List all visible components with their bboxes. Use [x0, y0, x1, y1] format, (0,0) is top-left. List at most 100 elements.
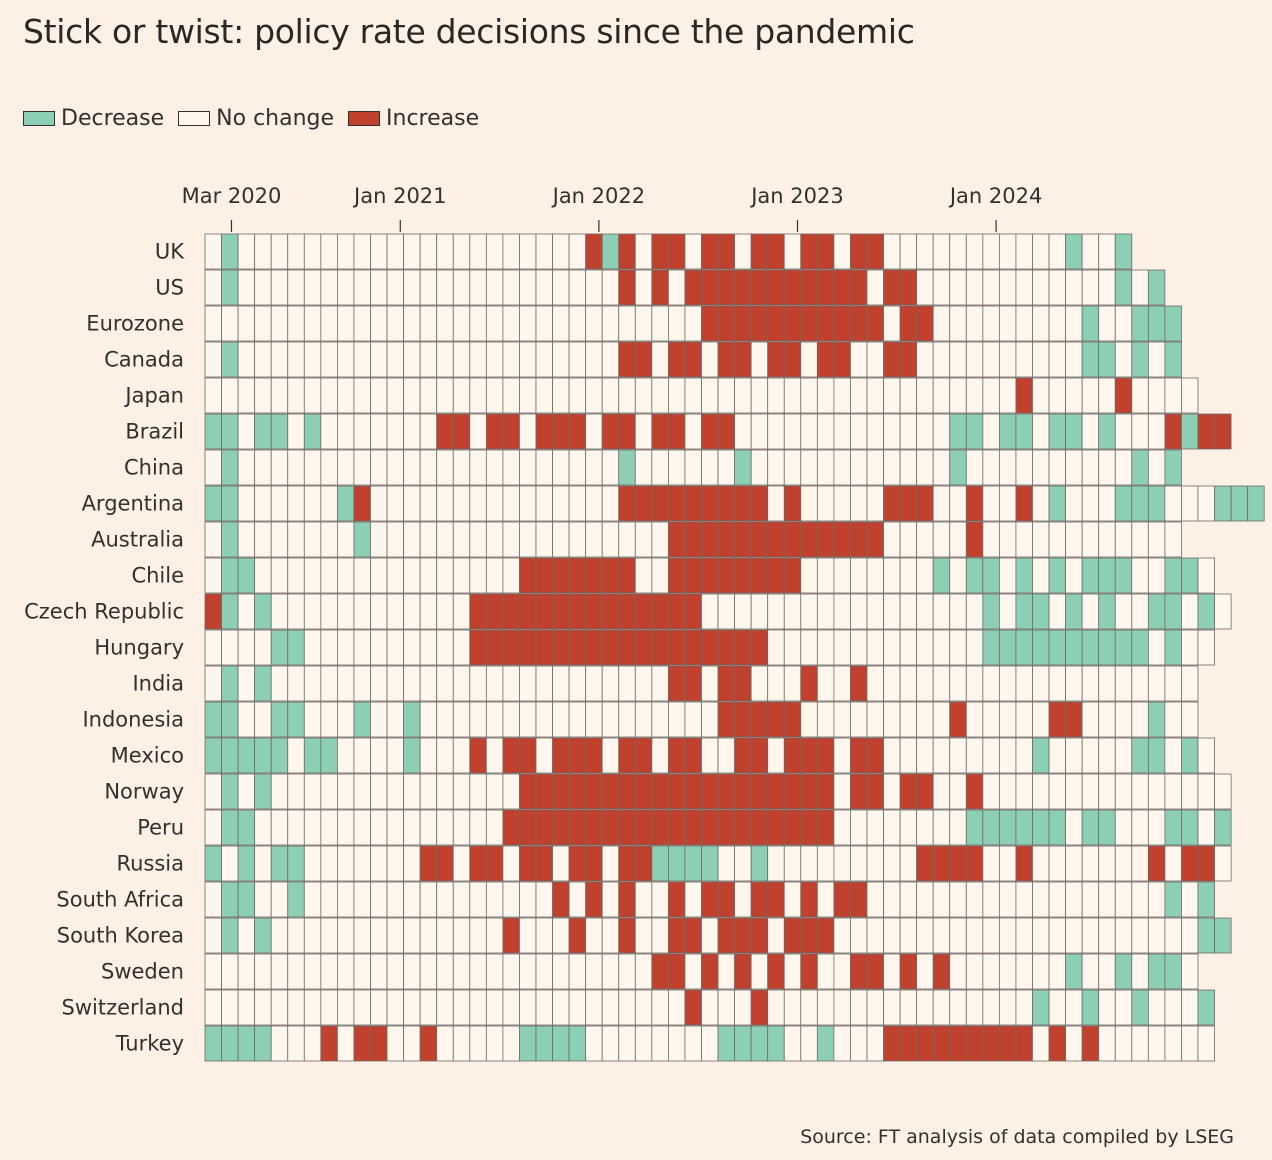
heatmap-cell [1015, 377, 1033, 414]
heatmap-cell [1147, 737, 1166, 774]
heatmap-cell [336, 521, 355, 558]
heatmap-cell [1131, 881, 1149, 918]
heatmap-cell [1081, 629, 1100, 666]
heatmap-cell [783, 1025, 802, 1062]
heatmap-cell [287, 845, 305, 882]
heatmap-cell [585, 701, 603, 738]
heatmap-cells [204, 233, 1265, 1062]
heatmap-cell [452, 413, 471, 450]
heatmap-cell [204, 413, 222, 450]
row-label: South Africa [56, 888, 184, 912]
heatmap-cell [883, 953, 901, 990]
heatmap-cell [353, 341, 371, 378]
heatmap-cell [436, 917, 454, 954]
heatmap-cell [932, 305, 951, 342]
heatmap-cell [767, 809, 785, 846]
heatmap-cell [353, 881, 371, 918]
heatmap-cell [1147, 305, 1166, 342]
heatmap-cell [1032, 233, 1050, 270]
heatmap-cell [303, 773, 322, 810]
heatmap-cell [1098, 593, 1116, 630]
heatmap-cell [403, 269, 421, 306]
heatmap-cell [1114, 593, 1133, 630]
heatmap-cell [1048, 485, 1067, 522]
heatmap-cell [601, 809, 620, 846]
heatmap-cell [1164, 377, 1182, 414]
heatmap-cell [800, 269, 818, 306]
heatmap-cell [1081, 665, 1100, 702]
heatmap-cell [1131, 1025, 1149, 1062]
heatmap-cell [1032, 845, 1050, 882]
heatmap-cell [320, 305, 338, 342]
heatmap-cell [1114, 557, 1133, 594]
heatmap-cell [1065, 809, 1083, 846]
heatmap-cell [651, 233, 669, 270]
heatmap-cell [1164, 737, 1182, 774]
heatmap-cell [353, 593, 371, 630]
heatmap-cell [816, 305, 835, 342]
heatmap-cell [601, 881, 620, 918]
heatmap-cell [353, 413, 371, 450]
heatmap-cell [999, 881, 1017, 918]
heatmap-cell [552, 269, 570, 306]
heatmap-cell [601, 1025, 620, 1062]
heatmap-cell [1081, 845, 1100, 882]
heatmap-cell [816, 449, 835, 486]
heatmap-cell [634, 269, 653, 306]
heatmap-cell [585, 809, 603, 846]
heatmap-cell [833, 269, 851, 306]
heatmap-cell [386, 917, 404, 954]
heatmap-cell [899, 881, 918, 918]
heatmap-cell [899, 953, 918, 990]
heatmap-cell [519, 305, 537, 342]
heatmap-cell [221, 557, 239, 594]
heatmap-cell [568, 269, 587, 306]
heatmap-cell [403, 485, 421, 522]
heatmap-cell [1164, 701, 1182, 738]
heatmap-cell [932, 845, 951, 882]
heatmap-cell [668, 1025, 686, 1062]
heatmap-cell [568, 665, 587, 702]
heatmap-cell [370, 773, 388, 810]
heatmap-cell [552, 593, 570, 630]
heatmap-cell [1098, 629, 1116, 666]
heatmap-cell [452, 593, 471, 630]
heatmap-cell [618, 413, 636, 450]
heatmap-cell [850, 557, 868, 594]
heatmap-cell [800, 377, 818, 414]
heatmap-cell [452, 989, 471, 1026]
heatmap-cell [419, 1025, 438, 1062]
heatmap-cell [336, 665, 355, 702]
heatmap-cell [535, 593, 553, 630]
heatmap-cell [932, 485, 951, 522]
heatmap-cell [1032, 557, 1050, 594]
heatmap-cell [899, 1025, 918, 1062]
heatmap-cell [800, 917, 818, 954]
heatmap-cell [701, 1025, 719, 1062]
heatmap-cell [965, 953, 984, 990]
heatmap-cell [502, 557, 520, 594]
heatmap-cell [634, 989, 653, 1026]
heatmap-cell [436, 629, 454, 666]
heatmap-cell [717, 341, 735, 378]
heatmap-cell [1032, 485, 1050, 522]
heatmap-chart: Mar 2020 Jan 2021 Jan 2022 Jan 2023 Jan 2024… [24, 184, 1265, 1062]
heatmap-cell [353, 521, 371, 558]
heatmap-cell [336, 341, 355, 378]
heatmap-cell [1147, 521, 1166, 558]
heatmap-cell [1048, 593, 1067, 630]
heatmap-cell [552, 701, 570, 738]
heatmap-cell [386, 521, 404, 558]
heatmap-cell [1098, 557, 1116, 594]
heatmap-cell [949, 377, 967, 414]
heatmap-cell [916, 233, 934, 270]
heatmap-cell [982, 521, 1000, 558]
heatmap-cell [999, 665, 1017, 702]
heatmap-cell [386, 701, 404, 738]
heatmap-cell [734, 737, 752, 774]
heatmap-cell [1015, 953, 1033, 990]
heatmap-cell [1081, 701, 1100, 738]
heatmap-cell [221, 917, 239, 954]
heatmap-cell [1081, 989, 1100, 1026]
heatmap-cell [866, 953, 884, 990]
